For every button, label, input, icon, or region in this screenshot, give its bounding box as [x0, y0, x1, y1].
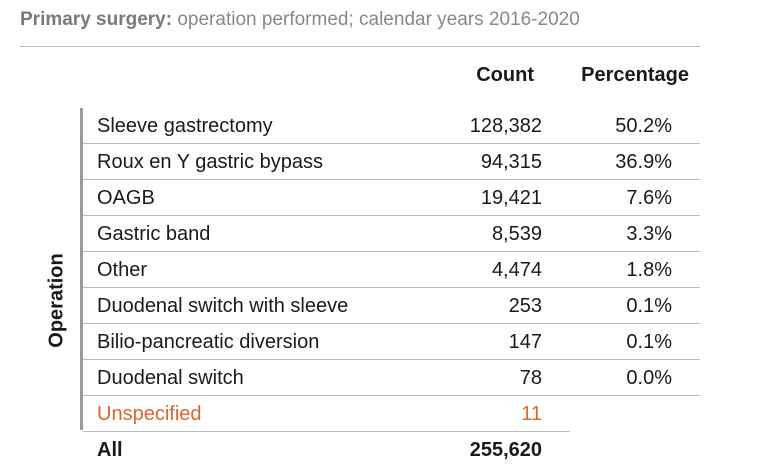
row-operation: Roux en Y gastric bypass — [97, 151, 324, 173]
table-title-rest: operation performed; calendar years 2016… — [172, 9, 580, 30]
row-percentage: 3.3% — [626, 223, 672, 245]
row-percentage: 7.6% — [626, 187, 672, 209]
row-count: 94,315 — [480, 151, 542, 173]
row-count: 4,474 — [491, 259, 542, 281]
title-divider — [20, 46, 700, 47]
total-count: 255,620 — [469, 439, 542, 461]
row-count: 19,421 — [480, 187, 542, 209]
table-title-bold: Primary surgery: — [20, 9, 173, 30]
table-row: OAGB 19,421 7.6% — [83, 180, 700, 216]
row-count: 147 — [508, 331, 542, 353]
row-percentage: 36.9% — [615, 151, 672, 173]
row-count: 8,539 — [491, 223, 542, 245]
column-header-count: Count — [476, 64, 534, 86]
row-operation: Bilio-pancreatic diversion — [97, 331, 320, 353]
table-row: Gastric band 8,539 3.3% — [83, 216, 700, 252]
row-percentage: 0.1% — [626, 295, 672, 317]
row-count: 253 — [508, 295, 542, 317]
table-title: Primary surgery: operation performed; ca… — [20, 9, 580, 31]
row-operation: Duodenal switch with sleeve — [97, 295, 349, 317]
row-percentage: 50.2% — [615, 115, 672, 137]
row-count: 78 — [519, 367, 542, 389]
row-operation: Gastric band — [97, 223, 211, 245]
row-percentage: 0.1% — [626, 331, 672, 353]
table-body: Sleeve gastrectomy 128,382 50.2% Roux en… — [83, 108, 700, 432]
row-operation: OAGB — [97, 187, 155, 209]
table-row: Sleeve gastrectomy 128,382 50.2% — [83, 108, 700, 144]
table-total-row: All 255,620 — [83, 432, 570, 468]
unspecified-divider — [83, 431, 570, 432]
row-count: 128,382 — [469, 115, 542, 137]
row-group-bar — [80, 108, 83, 430]
row-group-label: Operation — [43, 253, 71, 347]
total-label: All — [97, 439, 123, 461]
table-row: Duodenal switch with sleeve 253 0.1% — [83, 288, 700, 324]
row-operation: Sleeve gastrectomy — [97, 115, 273, 137]
row-operation: Duodenal switch — [97, 367, 244, 389]
table-row-unspecified: Unspecified 11 — [83, 396, 700, 432]
row-count-unspecified: 11 — [521, 403, 542, 425]
row-percentage: 1.8% — [626, 259, 672, 281]
row-operation: Other — [97, 259, 148, 281]
table-row: Roux en Y gastric bypass 94,315 36.9% — [83, 144, 700, 180]
row-operation-unspecified: Unspecified — [97, 403, 202, 425]
column-header-percentage: Percentage — [581, 64, 689, 86]
row-percentage: 0.0% — [626, 367, 672, 389]
table-row: Duodenal switch 78 0.0% — [83, 360, 700, 396]
table-row: Bilio-pancreatic diversion 147 0.1% — [83, 324, 700, 360]
table-row: Other 4,474 1.8% — [83, 252, 700, 288]
row-group-label-text: Operation — [45, 252, 68, 348]
